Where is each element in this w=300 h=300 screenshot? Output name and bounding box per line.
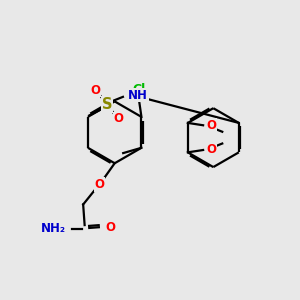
- Text: O: O: [105, 220, 115, 234]
- Text: O: O: [206, 143, 216, 157]
- Text: S: S: [102, 97, 112, 112]
- Text: Cl: Cl: [133, 83, 146, 96]
- Text: NH₂: NH₂: [41, 222, 66, 235]
- Text: O: O: [113, 112, 123, 125]
- Text: O: O: [206, 119, 216, 132]
- Text: O: O: [94, 178, 104, 191]
- Text: O: O: [91, 84, 101, 97]
- Text: NH: NH: [128, 88, 148, 102]
